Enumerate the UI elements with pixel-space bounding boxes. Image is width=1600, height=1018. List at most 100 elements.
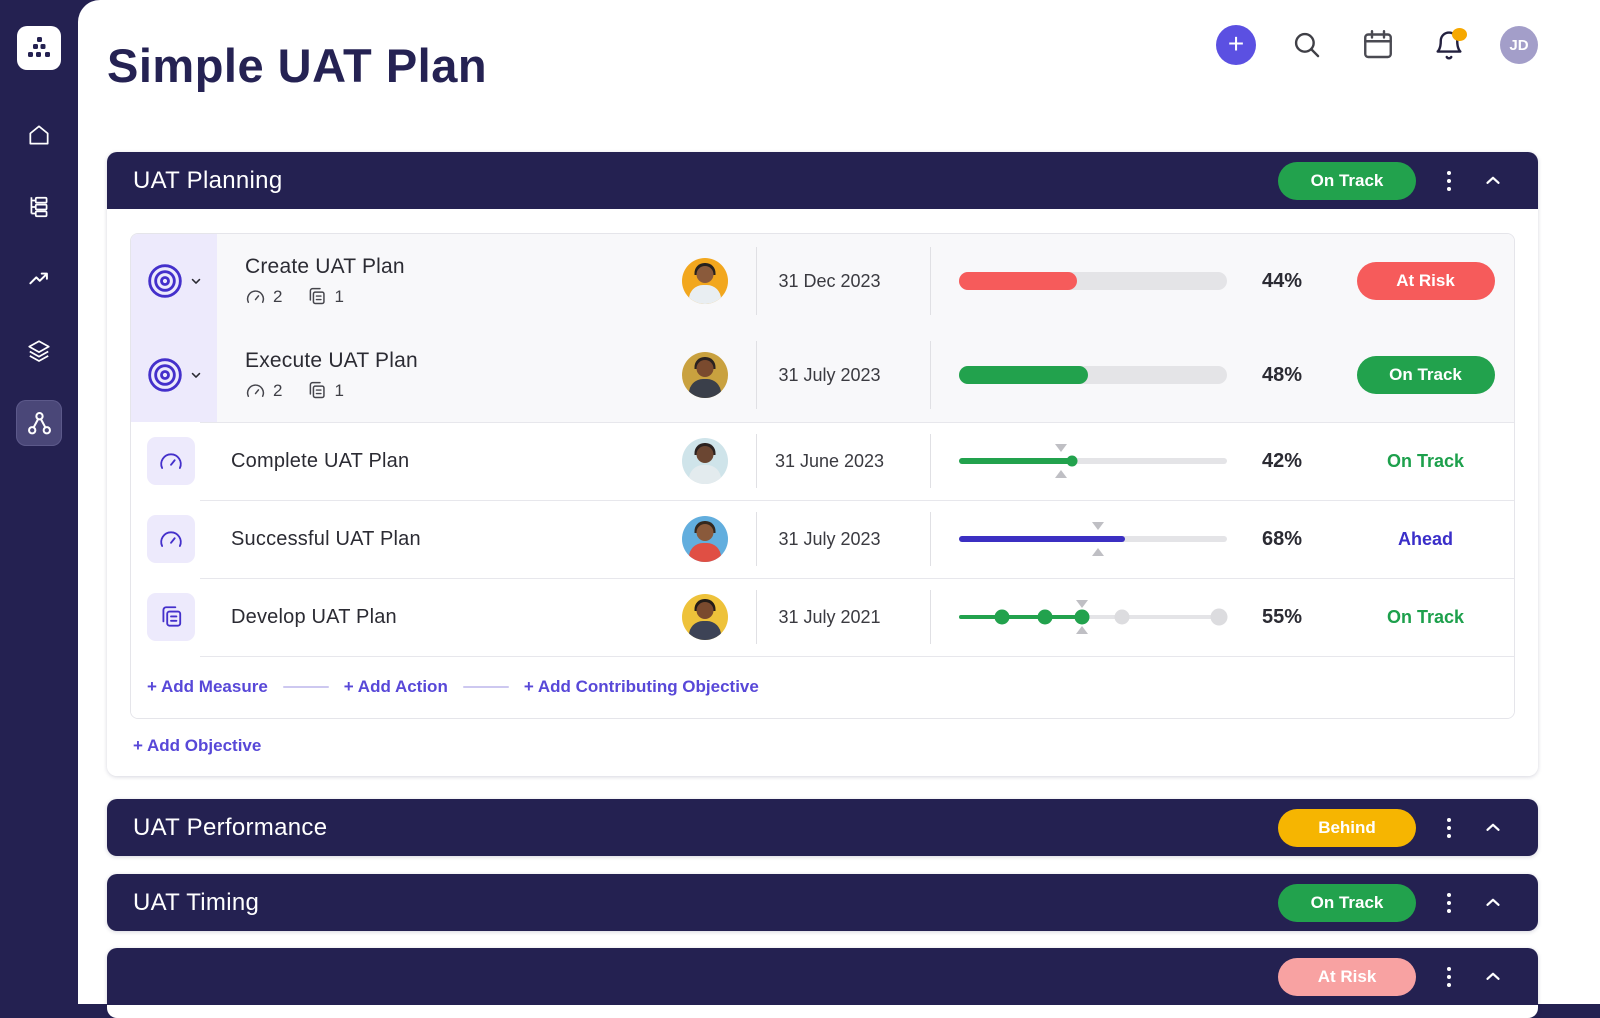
- target-marker-icon: [1055, 444, 1067, 452]
- progress-percent: 42%: [1227, 450, 1337, 473]
- copy-icon: [306, 380, 327, 401]
- row-status-text[interactable]: Ahead: [1398, 529, 1453, 550]
- add-contributing-objective-link[interactable]: + Add Contributing Objective: [524, 677, 759, 697]
- add-measure-link[interactable]: + Add Measure: [147, 677, 268, 697]
- due-date: 31 July 2023: [757, 529, 902, 550]
- progress-percent: 55%: [1227, 606, 1337, 629]
- add-objective-link[interactable]: + Add Objective: [133, 736, 261, 756]
- section-title: UAT Timing: [133, 889, 1278, 917]
- kebab-menu-icon[interactable]: [1443, 889, 1455, 917]
- measure-icon-cell[interactable]: [147, 437, 195, 485]
- section-uat-planning: UAT Planning On Track: [107, 152, 1538, 776]
- status-badge[interactable]: At Risk: [1278, 958, 1416, 996]
- layers-icon: [26, 338, 52, 364]
- tree-list-icon: [26, 194, 52, 220]
- avatar: [682, 258, 728, 304]
- topbar-actions: + JD: [1216, 25, 1538, 65]
- objective-expander[interactable]: [131, 328, 217, 422]
- progress-bar: [959, 269, 1227, 293]
- calendar-icon: [1360, 27, 1396, 63]
- sidebar-item-hierarchy[interactable]: [16, 184, 62, 230]
- status-badge[interactable]: Behind: [1278, 809, 1416, 847]
- chevron-up-icon[interactable]: [1482, 817, 1504, 839]
- action-icon-cell[interactable]: [147, 593, 195, 641]
- app-logo[interactable]: [17, 26, 61, 70]
- kebab-menu-icon[interactable]: [1443, 167, 1455, 195]
- measure-count: 2: [273, 287, 282, 307]
- sidebar: [0, 0, 78, 1004]
- planning-body: Create UAT Plan 2 1: [107, 209, 1538, 776]
- action-count: 1: [334, 287, 343, 307]
- copy-icon: [158, 604, 184, 630]
- sidebar-item-network[interactable]: [16, 400, 62, 446]
- sidebar-item-layers[interactable]: [16, 328, 62, 374]
- avatar: [682, 352, 728, 398]
- section-cutoff: At Risk: [107, 948, 1538, 1018]
- copy-icon: [306, 286, 327, 307]
- add-action-link[interactable]: + Add Action: [344, 677, 448, 697]
- table-row: Successful UAT Plan 31 July 2023 68%: [131, 500, 1514, 578]
- row-meta: 2 1: [245, 380, 672, 401]
- chevron-down-icon: [189, 368, 203, 382]
- due-date: 31 July 2023: [757, 365, 902, 386]
- row-title: Develop UAT Plan: [231, 606, 672, 629]
- home-icon: [26, 122, 52, 148]
- network-icon: [26, 410, 53, 437]
- section-title: UAT Performance: [133, 814, 1278, 842]
- add-button[interactable]: +: [1216, 25, 1256, 65]
- section-uat-performance: UAT Performance Behind: [107, 799, 1538, 856]
- section-header[interactable]: At Risk: [107, 948, 1538, 1005]
- target-marker-icon: [1076, 626, 1088, 634]
- due-date: 31 June 2023: [757, 451, 902, 472]
- row-status-badge[interactable]: On Track: [1357, 356, 1495, 394]
- milestone-progress-bar: [959, 605, 1227, 629]
- link-dash: [463, 686, 509, 688]
- link-dash: [283, 686, 329, 688]
- trend-up-icon: [26, 266, 52, 292]
- milestone-dot: [1210, 609, 1227, 626]
- user-avatar[interactable]: JD: [1500, 26, 1538, 64]
- section-header[interactable]: UAT Performance Behind: [107, 799, 1538, 856]
- avatar: [682, 516, 728, 562]
- table-row: Complete UAT Plan 31 June 2023 42%: [131, 422, 1514, 500]
- progress-percent: 68%: [1227, 528, 1337, 551]
- status-badge[interactable]: On Track: [1278, 884, 1416, 922]
- section-header[interactable]: UAT Planning On Track: [107, 152, 1538, 209]
- table-row: Develop UAT Plan 31 July 2021: [131, 578, 1514, 656]
- chevron-up-icon[interactable]: [1482, 892, 1504, 914]
- kebab-menu-icon[interactable]: [1443, 814, 1455, 842]
- progress-percent: 44%: [1227, 270, 1337, 293]
- row-status-text[interactable]: On Track: [1387, 451, 1464, 472]
- avatar: [682, 438, 728, 484]
- milestone-dot: [1115, 610, 1130, 625]
- status-badge[interactable]: On Track: [1278, 162, 1416, 200]
- progress-percent: 48%: [1227, 364, 1337, 387]
- target-marker-icon: [1092, 522, 1104, 530]
- objective-expander[interactable]: [131, 234, 217, 328]
- section-header[interactable]: UAT Timing On Track: [107, 874, 1538, 931]
- add-links-row: + Add Measure + Add Action + Add Contrib…: [131, 656, 1514, 718]
- sidebar-item-home[interactable]: [16, 112, 62, 158]
- row-status-badge[interactable]: At Risk: [1357, 262, 1495, 300]
- calendar-button[interactable]: [1358, 25, 1398, 65]
- search-button[interactable]: [1287, 25, 1327, 65]
- progress-bar: [959, 363, 1227, 387]
- progress-end-dot: [1066, 456, 1077, 467]
- page-title: Simple UAT Plan: [107, 38, 487, 93]
- chevron-up-icon[interactable]: [1482, 170, 1504, 192]
- milestone-dot: [994, 610, 1009, 625]
- sidebar-item-trend[interactable]: [16, 256, 62, 302]
- table-row: Create UAT Plan 2 1: [131, 234, 1514, 328]
- rows-container: Create UAT Plan 2 1: [130, 233, 1515, 719]
- row-title: Complete UAT Plan: [231, 450, 672, 473]
- kebab-menu-icon[interactable]: [1443, 963, 1455, 991]
- search-icon: [1290, 28, 1324, 62]
- target-marker-icon: [1076, 600, 1088, 608]
- chevron-up-icon[interactable]: [1482, 966, 1504, 988]
- notifications-button[interactable]: [1429, 25, 1469, 65]
- target-marker-icon: [1092, 548, 1104, 556]
- notification-dot: [1452, 28, 1467, 41]
- avatar: [682, 594, 728, 640]
- measure-icon-cell[interactable]: [147, 515, 195, 563]
- row-status-text[interactable]: On Track: [1387, 607, 1464, 628]
